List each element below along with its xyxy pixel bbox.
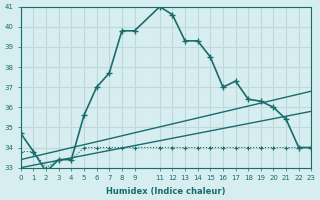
- X-axis label: Humidex (Indice chaleur): Humidex (Indice chaleur): [106, 187, 226, 196]
